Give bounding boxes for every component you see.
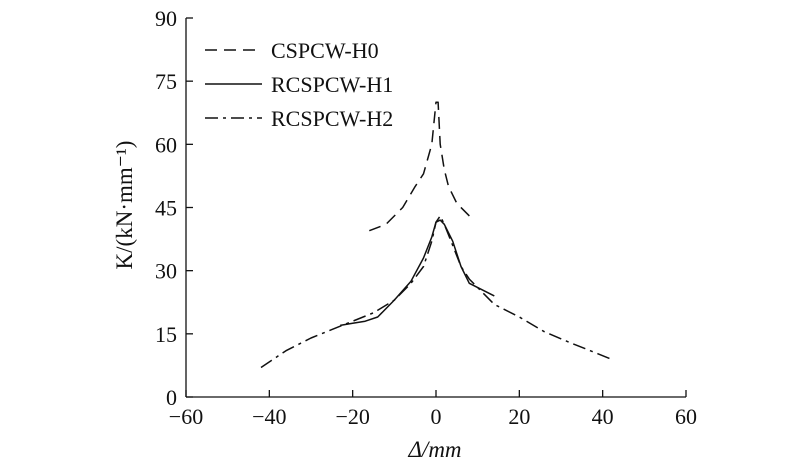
x-tick-label: 40 bbox=[592, 404, 614, 429]
series-line-cspcw-h0 bbox=[369, 101, 475, 232]
y-tick-label: 45 bbox=[155, 196, 177, 221]
y-tick-label: 30 bbox=[155, 259, 177, 284]
y-tick-label: 0 bbox=[166, 385, 177, 410]
x-tick-label: 60 bbox=[675, 404, 697, 429]
y-tick-label: 15 bbox=[155, 322, 177, 347]
y-axis-title: K/(kN·mm⁻¹) bbox=[112, 141, 137, 270]
y-tick-label: 75 bbox=[155, 69, 177, 94]
axes: −60 −40 −20 0 20 40 60 0 15 30 45 60 75 90 bbox=[155, 6, 697, 429]
legend-label-rcspcw-h1: RCSPCW-H1 bbox=[271, 72, 393, 97]
legend-label-cspcw-h0: CSPCW-H0 bbox=[271, 38, 379, 63]
x-tick-label: 20 bbox=[508, 404, 530, 429]
legend: CSPCW-H0 RCSPCW-H1 RCSPCW-H2 bbox=[205, 38, 393, 131]
x-axis-title: Δ/mm bbox=[407, 437, 461, 462]
x-tick-label: −20 bbox=[335, 404, 369, 429]
x-tick-label: 0 bbox=[431, 404, 442, 429]
x-tick-label: −40 bbox=[252, 404, 286, 429]
y-tick-label: 90 bbox=[155, 6, 177, 31]
legend-label-rcspcw-h2: RCSPCW-H2 bbox=[271, 106, 393, 131]
x-tick-label: −60 bbox=[169, 404, 203, 429]
series-line-rcspcw-h2 bbox=[260, 215, 612, 369]
y-tick-label: 60 bbox=[155, 132, 177, 157]
series-layer bbox=[260, 101, 612, 369]
series-line-rcspcw-h1 bbox=[340, 219, 495, 327]
